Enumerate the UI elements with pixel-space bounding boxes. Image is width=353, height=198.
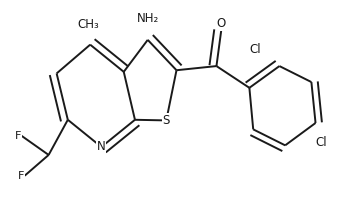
Text: S: S bbox=[163, 114, 170, 127]
Text: F: F bbox=[18, 171, 25, 181]
Text: Cl: Cl bbox=[316, 136, 327, 149]
Text: NH₂: NH₂ bbox=[137, 12, 159, 26]
Text: O: O bbox=[217, 17, 226, 30]
Text: Cl: Cl bbox=[250, 43, 261, 56]
Text: CH₃: CH₃ bbox=[78, 18, 100, 31]
Text: N: N bbox=[97, 140, 106, 153]
Text: F: F bbox=[15, 131, 22, 141]
